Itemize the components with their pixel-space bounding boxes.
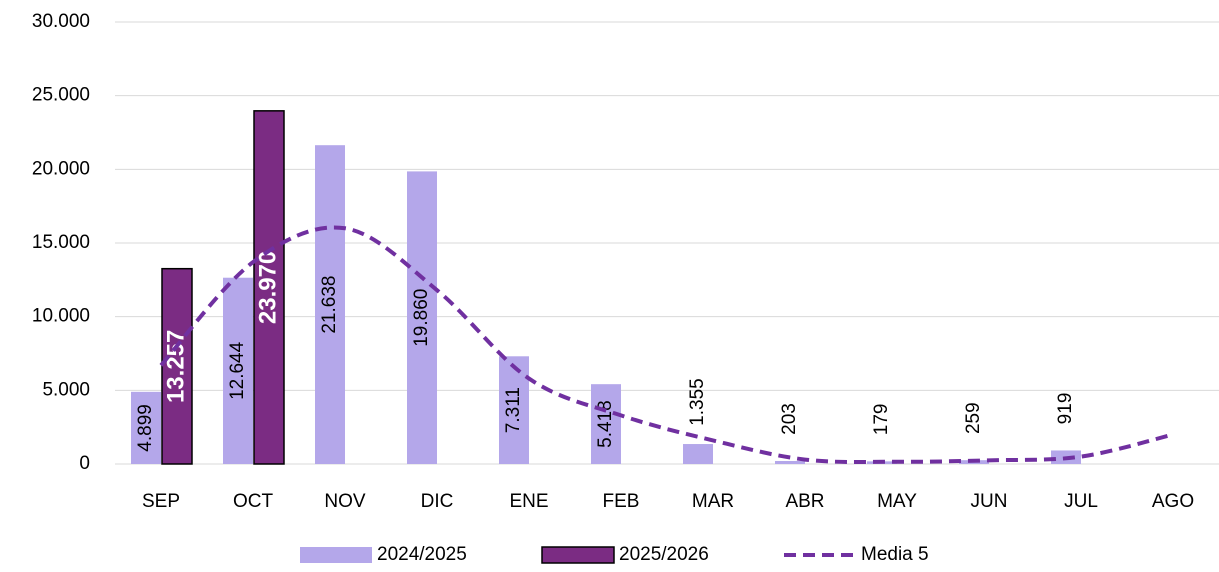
- bar: [591, 384, 621, 464]
- bar: [253, 110, 285, 465]
- line: [159, 225, 1174, 464]
- x-tick-label: FEB: [603, 491, 640, 512]
- x-tick-label: DIC: [421, 491, 454, 512]
- x-tick-label: JUL: [1064, 491, 1098, 512]
- data-label: 21.638: [319, 276, 340, 334]
- y-tick-label: 25.000: [32, 85, 90, 106]
- y-tick-label: 15.000: [32, 232, 90, 253]
- legend-label: 2024/2025: [377, 544, 467, 565]
- y-tick-label: 10.000: [32, 306, 90, 327]
- legend-swatch: [300, 547, 372, 563]
- bar: [499, 356, 529, 464]
- bar: [775, 461, 805, 464]
- data-label: 259: [963, 402, 984, 434]
- data-label: 1.355: [687, 378, 708, 426]
- x-tick-label: ABR: [785, 491, 824, 512]
- legend-label: Media 5: [861, 544, 929, 565]
- bar: [683, 444, 713, 464]
- bar: [223, 277, 253, 464]
- x-tick-label: MAR: [692, 491, 734, 512]
- data-label: 203: [779, 403, 800, 435]
- y-tick-label: 5.000: [42, 379, 90, 400]
- x-tick-label: MAY: [877, 491, 917, 512]
- y-tick-label: 0: [79, 453, 90, 474]
- y-tick-label: 20.000: [32, 158, 90, 179]
- y-tick-label: 30.000: [32, 11, 90, 32]
- x-tick-label: OCT: [233, 491, 274, 512]
- data-label: 7.311: [503, 387, 524, 433]
- bar: [131, 391, 161, 464]
- data-label: 5.418: [595, 400, 616, 448]
- x-tick-label: AGO: [1152, 491, 1194, 512]
- x-tick-label: ENE: [509, 491, 548, 512]
- data-label: 23.970: [254, 251, 281, 324]
- legend-label: 2025/2026: [619, 544, 709, 565]
- x-tick-label: NOV: [324, 491, 366, 512]
- bar: [161, 267, 193, 465]
- x-tick-label: JUN: [971, 491, 1008, 512]
- bar: [407, 171, 437, 464]
- data-label: 19.860: [411, 289, 432, 347]
- data-label: 12.644: [227, 341, 248, 400]
- data-label: 4.899: [135, 404, 156, 452]
- data-label: 179: [871, 404, 892, 436]
- bar: [315, 145, 345, 464]
- data-label: 13.257: [162, 330, 189, 403]
- data-label: 919: [1055, 393, 1076, 425]
- legend-swatch: [541, 546, 615, 564]
- x-tick-label: SEP: [142, 491, 180, 512]
